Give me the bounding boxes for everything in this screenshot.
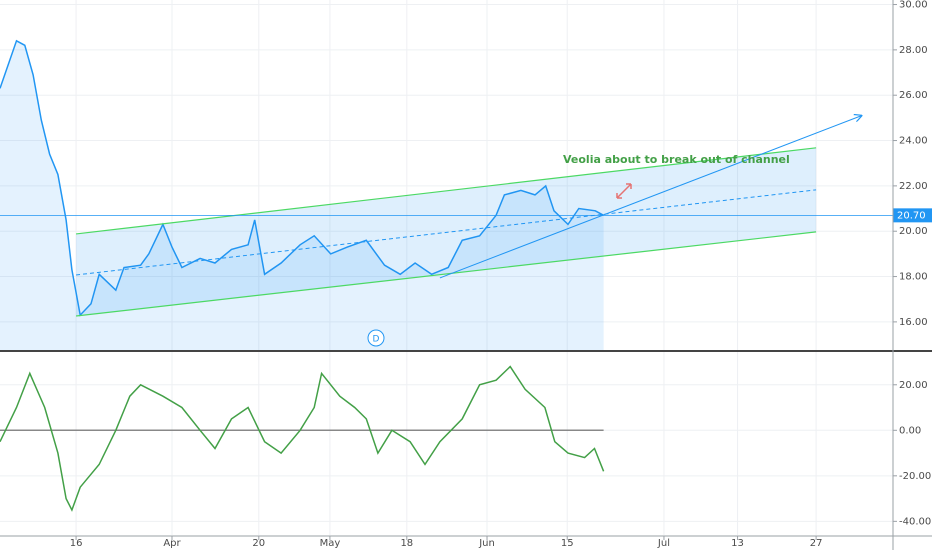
interval-badge	[367, 329, 385, 347]
x-tick-label: 18	[400, 538, 413, 549]
channel-upper	[76, 147, 817, 235]
series-line	[0, 365, 605, 512]
x-tick-label: May	[320, 538, 341, 549]
y-tick-label: 26.00	[899, 90, 928, 101]
x-tick-label: 13	[731, 538, 744, 549]
channel-middle	[76, 189, 817, 276]
y-tick-label: -40.00	[899, 516, 931, 527]
trendline	[439, 116, 862, 279]
y-tick-label: -20.00	[899, 471, 931, 482]
last-price-label: 20.70	[897, 210, 926, 221]
y-tick-label: 28.00	[899, 45, 928, 56]
x-tick-label: 15	[561, 538, 574, 549]
interval-badge-label: D	[373, 335, 380, 345]
annotation-arrow	[616, 183, 632, 199]
x-tick-label: 16	[70, 538, 83, 549]
y-tick-label: 30.00	[899, 0, 928, 11]
annotation: Veolia about to break out of channel	[563, 153, 790, 166]
x-tick-label: Jul	[657, 538, 670, 549]
channel-fill	[76, 147, 817, 316]
last-price-tag	[893, 208, 932, 223]
series-line	[0, 39, 604, 317]
x-tick-label: 27	[810, 538, 823, 549]
y-tick-label: 24.00	[899, 136, 928, 147]
y-tick-label: 20.00	[899, 380, 928, 391]
y-tick-label: 0.00	[899, 425, 921, 436]
y-tick-label: 20.00	[899, 226, 928, 237]
y-tick-label: 22.00	[899, 181, 928, 192]
x-tick-label: Jun	[478, 538, 495, 549]
y-tick-label: 16.00	[899, 317, 928, 328]
channel-lower	[76, 231, 817, 317]
y-tick-label: 18.00	[899, 272, 928, 283]
x-tick-label: Apr	[163, 538, 181, 549]
x-tick-label: 20	[252, 538, 265, 549]
